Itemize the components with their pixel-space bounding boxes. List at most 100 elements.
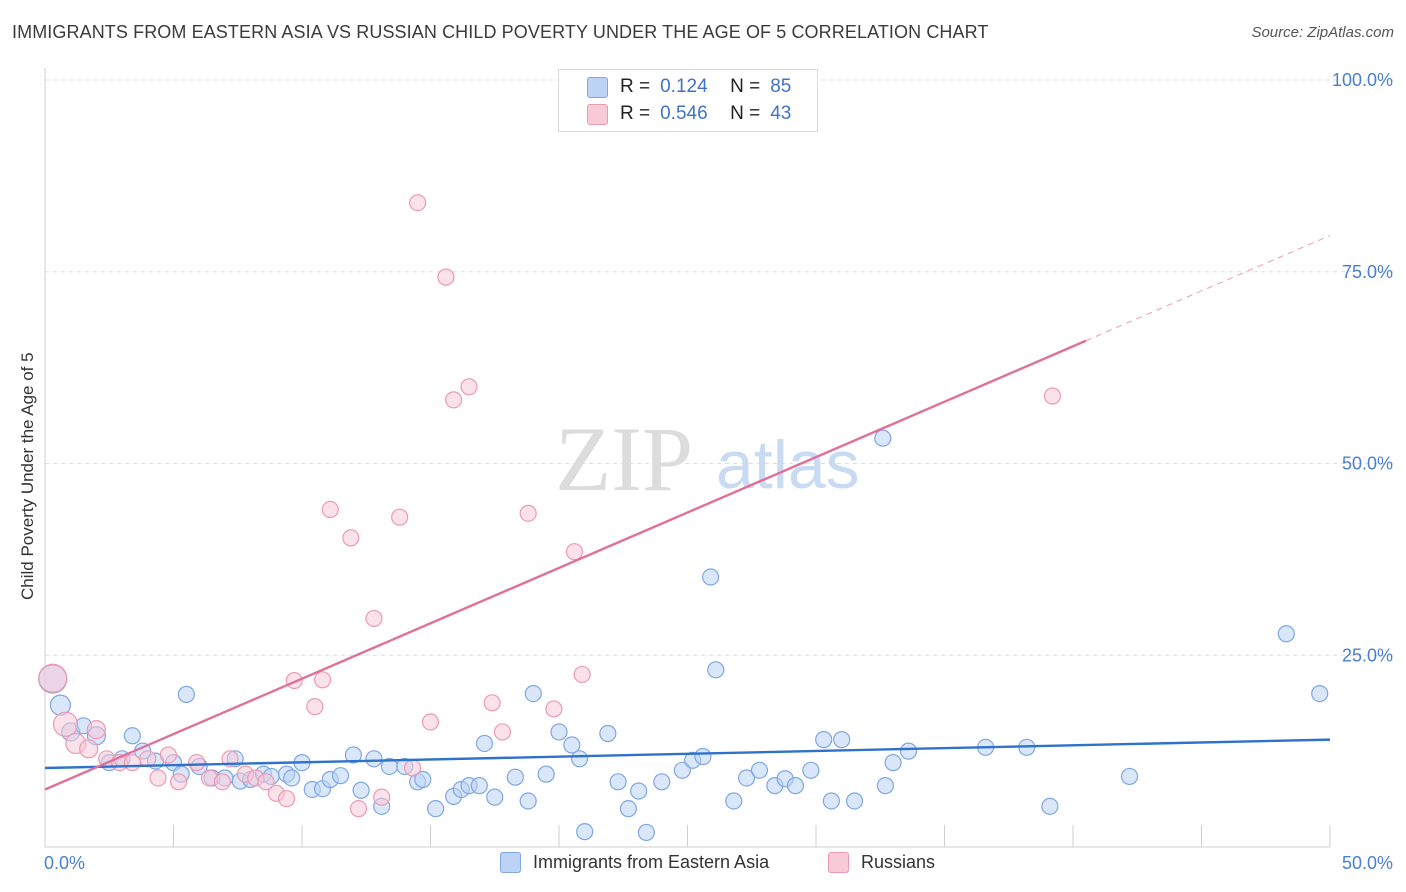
data-point bbox=[277, 790, 296, 808]
data-point bbox=[506, 768, 524, 786]
data-point bbox=[460, 378, 478, 396]
data-point bbox=[445, 391, 463, 409]
data-point bbox=[619, 800, 637, 818]
data-point bbox=[409, 194, 427, 212]
data-point bbox=[707, 661, 725, 679]
legend-item-eastern-asia: Immigrants from Eastern Asia bbox=[500, 852, 769, 873]
chart-title: IMMIGRANTS FROM EASTERN ASIA VS RUSSIAN … bbox=[12, 22, 989, 42]
data-point bbox=[599, 724, 617, 743]
legend-n-value: 85 bbox=[770, 76, 792, 97]
data-point bbox=[524, 684, 542, 703]
data-point bbox=[565, 543, 584, 561]
y-tick-label: 25.0% bbox=[1342, 645, 1393, 665]
data-point bbox=[570, 750, 589, 768]
legend-n-value: 43 bbox=[770, 103, 792, 124]
data-point bbox=[802, 761, 820, 779]
legend-r-value: 0.546 bbox=[660, 103, 708, 124]
data-point bbox=[139, 750, 157, 768]
data-point bbox=[673, 761, 691, 779]
legend-r-value: 0.124 bbox=[660, 76, 708, 97]
legend-swatch-blue bbox=[587, 76, 608, 98]
data-point bbox=[159, 746, 177, 764]
data-point bbox=[373, 788, 391, 806]
data-point bbox=[79, 739, 99, 759]
data-point bbox=[486, 788, 504, 806]
data-point bbox=[475, 734, 494, 753]
data-point bbox=[694, 747, 712, 766]
data-point bbox=[550, 723, 568, 741]
data-point bbox=[342, 529, 360, 547]
data-point bbox=[576, 823, 594, 841]
data-point bbox=[352, 781, 370, 799]
data-point bbox=[257, 773, 275, 791]
data-point bbox=[86, 720, 107, 740]
data-point bbox=[899, 742, 918, 760]
axes bbox=[44, 68, 1331, 848]
data-point bbox=[344, 746, 362, 764]
data-point bbox=[365, 750, 383, 768]
data-point bbox=[52, 711, 79, 737]
legend-swatch-pink bbox=[828, 852, 849, 873]
legend-n-label: N = bbox=[730, 103, 761, 124]
data-point bbox=[331, 767, 350, 785]
legend-row-russians: R = 0.546 N = 43 bbox=[587, 102, 791, 126]
data-point bbox=[537, 765, 555, 783]
data-point bbox=[822, 792, 841, 810]
data-point bbox=[470, 777, 488, 795]
correlation-legend: R = 0.124 N = 85 R = 0.546 N = 43 bbox=[558, 69, 818, 132]
y-tick-label: 75.0% bbox=[1342, 262, 1393, 282]
data-point bbox=[437, 268, 455, 286]
data-point bbox=[563, 736, 581, 754]
data-point bbox=[123, 727, 141, 745]
data-point bbox=[391, 508, 409, 526]
data-point bbox=[349, 800, 368, 818]
legend-item-russians: Russians bbox=[828, 852, 935, 873]
legend-n-label: N = bbox=[730, 76, 761, 97]
y-axis-label: Child Poverty Under the Age of 5 bbox=[18, 352, 37, 600]
data-point bbox=[149, 769, 167, 787]
data-point bbox=[845, 792, 864, 810]
source-label: Source: ZipAtlas.com bbox=[1251, 24, 1394, 41]
data-point bbox=[414, 770, 432, 789]
trend-lines bbox=[44, 234, 1331, 791]
data-point bbox=[421, 713, 440, 731]
data-point bbox=[483, 694, 501, 712]
data-point bbox=[427, 800, 445, 818]
data-point bbox=[1043, 387, 1062, 405]
data-point bbox=[365, 609, 383, 628]
y-tick-label: 50.0% bbox=[1342, 454, 1393, 474]
y-tick-label: 100.0% bbox=[1332, 70, 1393, 90]
trend-extension bbox=[1085, 234, 1331, 342]
trend-line bbox=[44, 738, 1331, 770]
data-point bbox=[545, 700, 563, 718]
data-point bbox=[1277, 625, 1295, 643]
data-point bbox=[786, 777, 805, 795]
data-point bbox=[177, 685, 195, 703]
data-point bbox=[630, 782, 648, 800]
tick-labels: 25.0% 50.0% 75.0% 100.0% 0.0% 50.0% bbox=[44, 70, 1393, 873]
data-point bbox=[750, 761, 769, 779]
data-point bbox=[170, 773, 188, 791]
data-point bbox=[833, 731, 851, 749]
data-point bbox=[213, 773, 231, 791]
legend-swatch-blue bbox=[500, 852, 521, 873]
data-point bbox=[738, 769, 756, 787]
legend-r-label: R = bbox=[620, 76, 651, 97]
legend-label: Immigrants from Eastern Asia bbox=[533, 852, 770, 872]
legend-label: Russians bbox=[861, 852, 936, 872]
data-point bbox=[306, 698, 324, 716]
data-point bbox=[637, 823, 655, 842]
data-point bbox=[1311, 684, 1329, 703]
data-point bbox=[313, 671, 332, 689]
x-tick-label: 50.0% bbox=[1342, 853, 1393, 873]
data-point bbox=[874, 429, 892, 447]
data-point bbox=[123, 754, 141, 772]
data-point bbox=[493, 723, 512, 741]
data-point bbox=[702, 568, 720, 586]
data-point bbox=[188, 754, 206, 772]
data-point bbox=[519, 792, 537, 810]
data-point bbox=[609, 773, 627, 791]
data-point bbox=[1120, 767, 1139, 786]
legend-swatch-pink bbox=[587, 103, 608, 125]
data-point bbox=[321, 500, 339, 519]
